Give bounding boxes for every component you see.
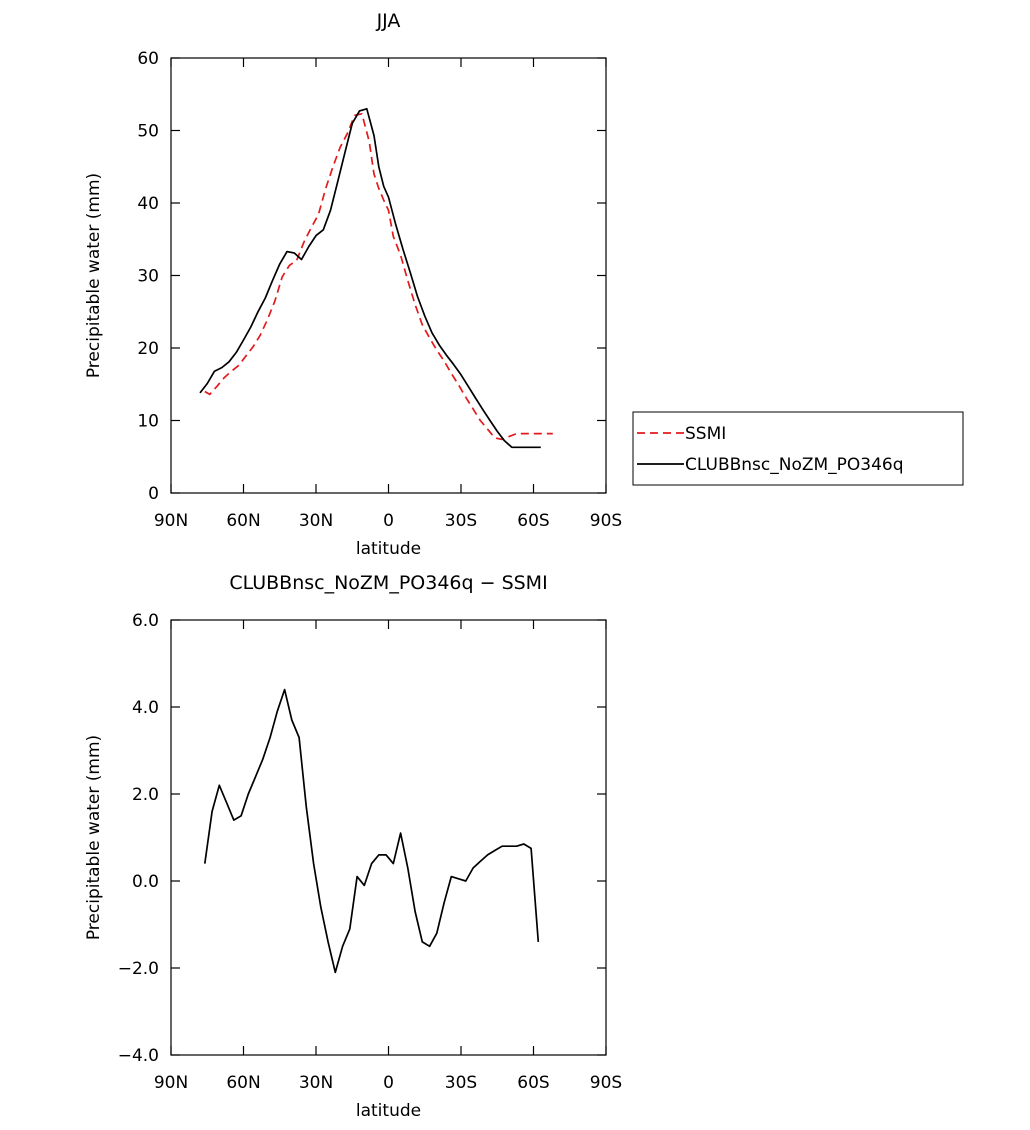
- chart-1-x-tick-label: 60S: [517, 511, 549, 531]
- chart-2-series-line-series-1: [203, 688, 540, 974]
- chart-1-x-tick-label: 0: [383, 511, 394, 531]
- chart-2-y-axis-label: Precipitable water (mm): [84, 735, 104, 940]
- chart-1-legend-label: SSMI: [685, 424, 726, 444]
- chart-1-y-tick-label: 60: [137, 49, 159, 69]
- chart-2-title: CLUBBnsc_NoZM_PO346q − SSMI: [229, 572, 547, 594]
- chart-1-y-tick-label: 40: [137, 194, 159, 214]
- chart-1-plot: 90N 60N 30N 0 30S 60S 90S 0 10 20 30 40 50 60 JJA latit…: [84, 10, 964, 559]
- chart-2-x-tick-label: 0: [383, 1073, 394, 1093]
- chart-2-x-tick-label: 90N: [154, 1073, 188, 1093]
- chart-2-y-tick-label: 6.0: [132, 611, 159, 631]
- chart-2-plot: 90N 60N 30N 0 30S 60S 90S −4.0 −2.0 0.0 2.0 4.0 6.0 C…: [84, 572, 622, 1121]
- chart-2-y-tick-label: 2.0: [132, 785, 159, 805]
- chart-2-y-tick-label: −2.0: [118, 959, 159, 979]
- chart-1-series-line-clubbnsc-nozm-po346q: [199, 107, 541, 449]
- chart-1-title: JJA: [376, 10, 401, 32]
- chart-2-y-tick-label: 0.0: [132, 872, 159, 892]
- chart-1-x-tick-label: 30N: [299, 511, 333, 531]
- chart-2-x-tick-label: 30S: [445, 1073, 477, 1093]
- chart-1-y-tick-label: 50: [137, 122, 159, 142]
- chart-1-y-axis-label: Precipitable water (mm): [84, 173, 104, 378]
- chart-1-legend-label: CLUBBnsc_NoZM_PO346q: [685, 455, 904, 475]
- chart-1-x-tick-label: 60N: [226, 511, 260, 531]
- chart-1-frame: [170, 57, 607, 494]
- chart-2-x-axis-label: latitude: [356, 1101, 421, 1121]
- chart-2-x-tick-label: 60N: [226, 1073, 260, 1093]
- chart-1-y-tick-label: 20: [137, 339, 159, 359]
- chart-2-x-tick-label: 90S: [590, 1073, 622, 1093]
- chart-2-x-tick-label: 60S: [517, 1073, 549, 1093]
- chart-1-x-tick-label: 90S: [590, 511, 622, 531]
- chart-1-series-line-ssmi: [204, 112, 553, 441]
- chart-1-y-tick-label: 0: [148, 484, 159, 504]
- chart-1-x-tick-label: 30S: [445, 511, 477, 531]
- chart-2-x-tick-label: 30N: [299, 1073, 333, 1093]
- chart-2-y-tick-label: 4.0: [132, 698, 159, 718]
- chart-1-x-axis-label: latitude: [356, 539, 421, 559]
- chart-2-frame: [170, 619, 607, 1056]
- chart-1-legend-box: [632, 411, 964, 486]
- chart-1-x-tick-label: 90N: [154, 511, 188, 531]
- chart-1-legend: SSMI CLUBBnsc_NoZM_PO346q: [632, 411, 964, 486]
- chart-1-y-tick-label: 30: [137, 267, 159, 287]
- chart-2-y-tick-label: −4.0: [118, 1046, 159, 1066]
- chart-1-y-tick-label: 10: [137, 412, 159, 432]
